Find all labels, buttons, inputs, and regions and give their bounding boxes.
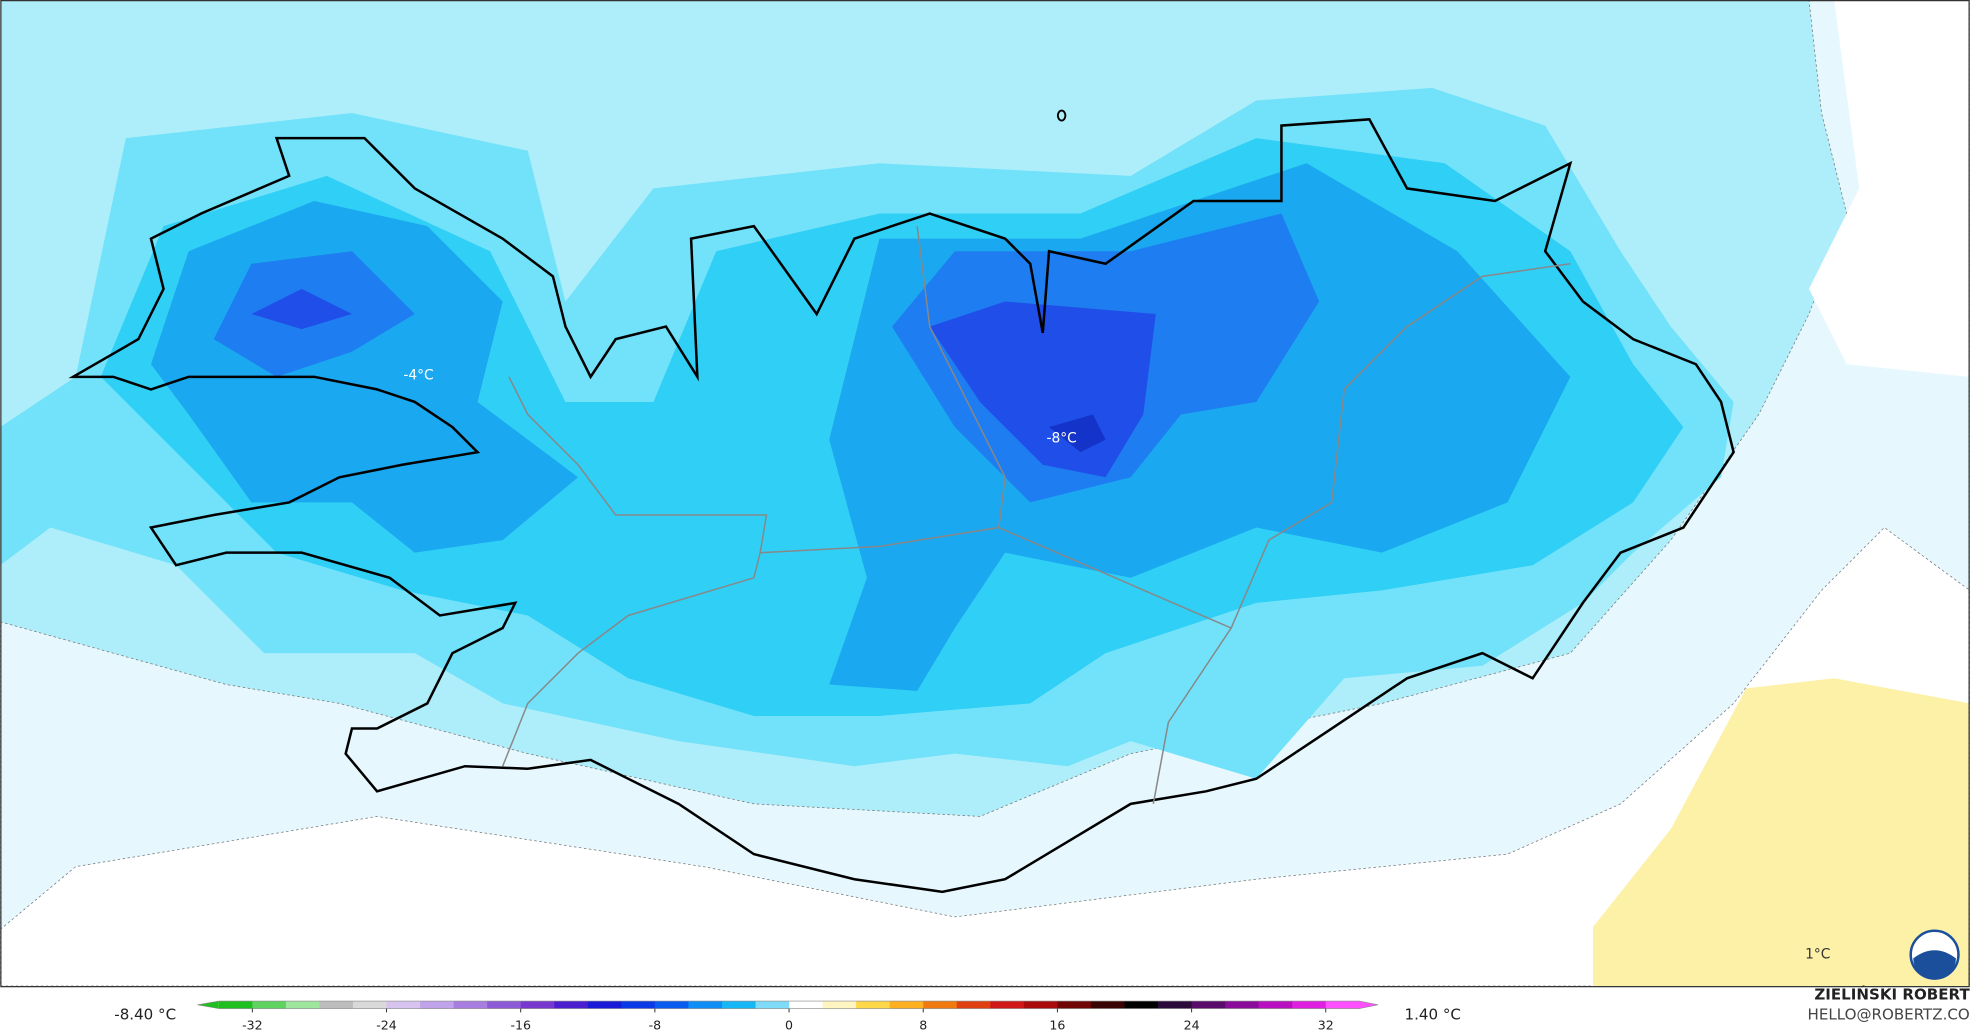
contour-label: -4°C	[403, 368, 433, 384]
contour-label: 1°C	[1805, 947, 1830, 963]
field	[0, 0, 1970, 987]
colorbar-tick-label: 16	[1049, 1018, 1065, 1033]
field	[0, 527, 1970, 987]
colorbar-tick-label: -24	[376, 1018, 397, 1033]
colorbar-bin	[1057, 1001, 1092, 1009]
colorbar-tick-label: 8	[919, 1018, 927, 1033]
colorbar-tick-label: -8	[649, 1018, 662, 1033]
credit-email: HELLO@ROBERTZ.CO	[1808, 1005, 1970, 1023]
colorbar-bin	[420, 1001, 455, 1009]
colorbar-bin	[487, 1001, 522, 1009]
colorbar-bin	[587, 1001, 622, 1009]
colorbar-bin	[1023, 1001, 1058, 1009]
colorbar-extend	[1359, 1001, 1379, 1009]
map: -4°C -8°C 1°C	[0, 0, 1970, 987]
field	[1808, 0, 1970, 377]
colorbar-outline	[197, 1000, 1379, 1009]
colorbar-bin	[990, 1001, 1025, 1009]
colorbar-bin	[520, 1001, 555, 1009]
colorbar-bin	[856, 1001, 891, 1009]
credit-name: ZIELIŃSKI ROBERT	[1814, 984, 1970, 1003]
colorbar-bin	[285, 1001, 320, 1009]
colorbar-tick-label: 32	[1318, 1018, 1334, 1033]
colorbar-tick-label: -16	[510, 1018, 531, 1033]
colorbar-bin	[554, 1001, 589, 1009]
colorbar-bin	[654, 1001, 689, 1009]
colorbar-bin	[1325, 1001, 1360, 1009]
colorbar-bin	[319, 1001, 354, 1009]
colorbar-bin	[889, 1001, 924, 1009]
colorbar-bin	[923, 1001, 958, 1009]
colorbar-bin	[1090, 1001, 1125, 1009]
colorbar-bin	[386, 1001, 421, 1009]
colorbar: -32 -24 -16 -8 0 8 16 24 32	[197, 1000, 1379, 1033]
contour-label: -8°C	[1046, 430, 1076, 446]
colorbar-bin	[956, 1001, 991, 1009]
colorbar-bin	[721, 1001, 757, 1009]
colorbar-bin	[453, 1001, 488, 1009]
colorbar-tick-label: -32	[242, 1018, 263, 1033]
colorbar-bin	[688, 1001, 723, 1009]
colorbar-tick-label: 24	[1184, 1018, 1200, 1033]
colorbar-bin	[789, 1001, 824, 1009]
coastline	[68, 118, 1735, 894]
colorbar-extend	[197, 1001, 219, 1009]
colorbar-bin	[1124, 1001, 1159, 1009]
colorbar-bin	[1258, 1001, 1293, 1009]
field	[1049, 414, 1106, 453]
map-frame	[0, 0, 1970, 988]
colorbar-bin	[252, 1001, 287, 1009]
noaa-logo	[1909, 929, 1960, 980]
colorbar-bin	[1292, 1001, 1327, 1009]
colorbar-bin	[621, 1001, 656, 1009]
colorbar-bin	[352, 1001, 388, 1009]
island	[1056, 109, 1067, 122]
max-label: 1.40 °C	[1405, 1005, 1461, 1023]
colorbar-bin	[1225, 1001, 1260, 1009]
field	[1592, 678, 1970, 987]
field	[251, 288, 1156, 478]
colorbar-bin	[822, 1001, 857, 1009]
colorbar-bin	[1191, 1001, 1226, 1009]
colorbar-tick-label: 0	[785, 1018, 793, 1033]
min-label: -8.40 °C	[114, 1005, 176, 1023]
colorbar-bin	[1158, 1001, 1193, 1009]
road	[501, 225, 1571, 805]
colorbar-bin	[755, 1001, 790, 1009]
colorbar-bin	[218, 1001, 253, 1009]
